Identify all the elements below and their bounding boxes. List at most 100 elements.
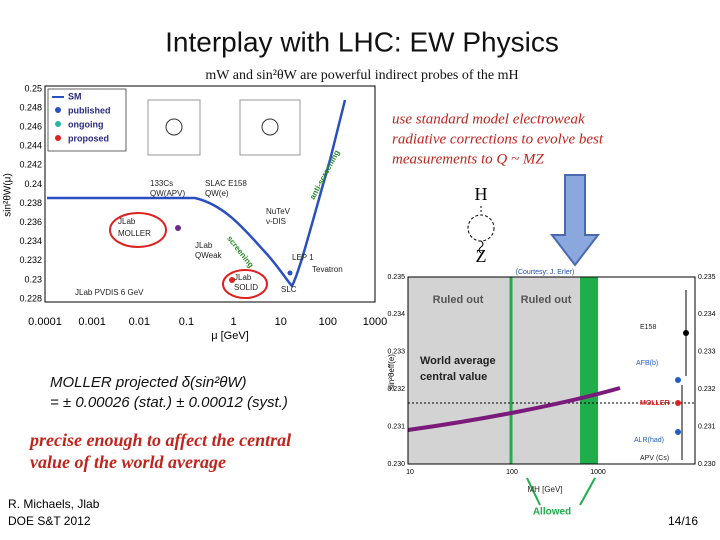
solid-point [229,277,235,283]
plot-label: SOLID [234,283,258,292]
alr-point [675,429,681,435]
y-tick-label: 0.248 [19,102,42,112]
plot-label: SLAC E158 [205,179,247,188]
x-tick-label: 1 [231,316,237,328]
plot-label: NuTeV [266,207,291,216]
y-tick-label: 0.231 [387,423,405,430]
y-tick-label: 0.235 [387,274,405,281]
note-line: radiative corrections to evolve best [392,131,604,147]
legend-box [47,88,127,152]
solid-highlight [222,269,268,299]
diagram-h: H [475,184,488,204]
plot-label: 133Cs [150,179,173,188]
x-tick-label: 100 [506,469,518,476]
y-tick-label: 0.234 [387,311,405,318]
plot-label: JLab [234,273,252,282]
sm-curve [47,99,347,289]
diagram-wave [478,240,484,254]
moller-proj [675,400,681,406]
plot-label: SLC [281,285,297,294]
y2-tick-label: 0.230 [698,461,716,468]
plot-label: Ruled out [433,294,484,306]
plot-label: LEP 1 [292,253,314,262]
plot-label: QW(e) [205,189,229,198]
y-tick-label: 0.236 [19,217,42,227]
sm-prediction [407,386,621,432]
page-number: 14/16 [668,514,698,528]
y2-tick-label: 0.231 [698,423,716,430]
plot-label: central value [420,371,487,383]
lep-point [287,270,293,276]
y2-tick-label: 0.234 [698,311,716,318]
plot-label: JLab PVDIS 6 GeV [75,288,144,297]
y-tick-label: 0.242 [19,160,42,170]
x-tick-label: 0.01 [129,316,150,328]
y2-tick-label: 0.233 [698,349,716,356]
moller-point [175,225,181,231]
y-tick-label: 0.230 [387,461,405,468]
plot-label: MOLLER [118,229,151,238]
afb-point [675,377,681,383]
legend-label: proposed [68,133,109,143]
footer-author: DOE S&T 2012 [8,514,91,528]
allowed-arrows [526,477,596,506]
legend-dot [55,121,61,127]
x-tick-label: 0.0001 [28,316,62,328]
plot-label: QW(APV) [150,189,185,198]
footer-author: R. Michaels, Jlab [8,497,100,511]
y-tick-label: 0.234 [19,236,42,246]
y-tick-label: 0.232 [19,255,42,265]
x-tick-label: 0.001 [78,316,106,328]
subtitle: mW and sin²θW are powerful indirect prob… [205,68,518,83]
arrow [549,174,601,267]
x-tick-label: 10 [406,469,414,476]
plot-label: Tevatron [312,265,343,274]
plot-label: E158 [640,324,656,331]
x-tick-label: 1000 [363,316,387,328]
plot-label: JLab [195,241,213,250]
y-tick-label: 0.233 [387,349,405,356]
moller-text: MOLLER projected δ(sin²θW) [50,374,247,391]
note-line: measurements to Q ~ MZ [392,151,544,167]
y-tick-label: 0.238 [19,198,42,208]
legend-label: ongoing [68,119,104,129]
y-tick-label: 0.25 [24,83,42,93]
y-tick-label: 0.23 [24,274,42,284]
y-tick-label: 0.232 [387,386,405,393]
feynman-insets [147,99,301,156]
y-axis-label: sin²θW(μ) [3,173,14,217]
ruled-out-left [408,277,510,464]
plot-label: MH [GeV] [527,485,562,494]
x-tick-label: 10 [275,316,287,328]
legend-label: SM [68,91,82,101]
plot-label: QWeak [195,251,223,260]
conclusion: value of the world average [30,452,226,472]
y2-tick-label: 0.232 [698,386,716,393]
y2-tick-label: 0.235 [698,274,716,281]
plot-label: World average [420,355,496,367]
moller-highlight [109,212,167,248]
plot-label: JLab [118,217,136,226]
y-tick-label: 0.244 [19,141,42,151]
note-line: use standard model electroweak [392,111,585,127]
diagram-z: Z [476,246,487,266]
allowed-band [580,277,598,464]
right-plot-frame [407,276,696,465]
legend-label: published [68,105,111,115]
y-tick-label: 0.24 [24,179,42,189]
legend-dot [55,135,61,141]
plot-label: MOLLER [640,400,670,407]
moller-text: = ± 0.00026 (stat.) ± 0.00012 (syst.) [50,394,288,411]
plot-label: ALR(had) [634,437,664,444]
plot-label: (Courtesy: J. Erler) [516,269,575,276]
y-tick-label: 0.228 [19,293,42,303]
diagram-loop [467,214,495,242]
conclusion: precise enough to affect the central [28,430,291,450]
plot-label: APV (Cs) [640,455,669,462]
x-tick-label: 0.1 [179,316,194,328]
plot-label: ν-DIS [266,217,286,226]
y-axis-label: sin²θeff(e) [387,354,396,390]
plot-label: AFB(b) [636,360,658,367]
legend-dot [55,107,61,113]
